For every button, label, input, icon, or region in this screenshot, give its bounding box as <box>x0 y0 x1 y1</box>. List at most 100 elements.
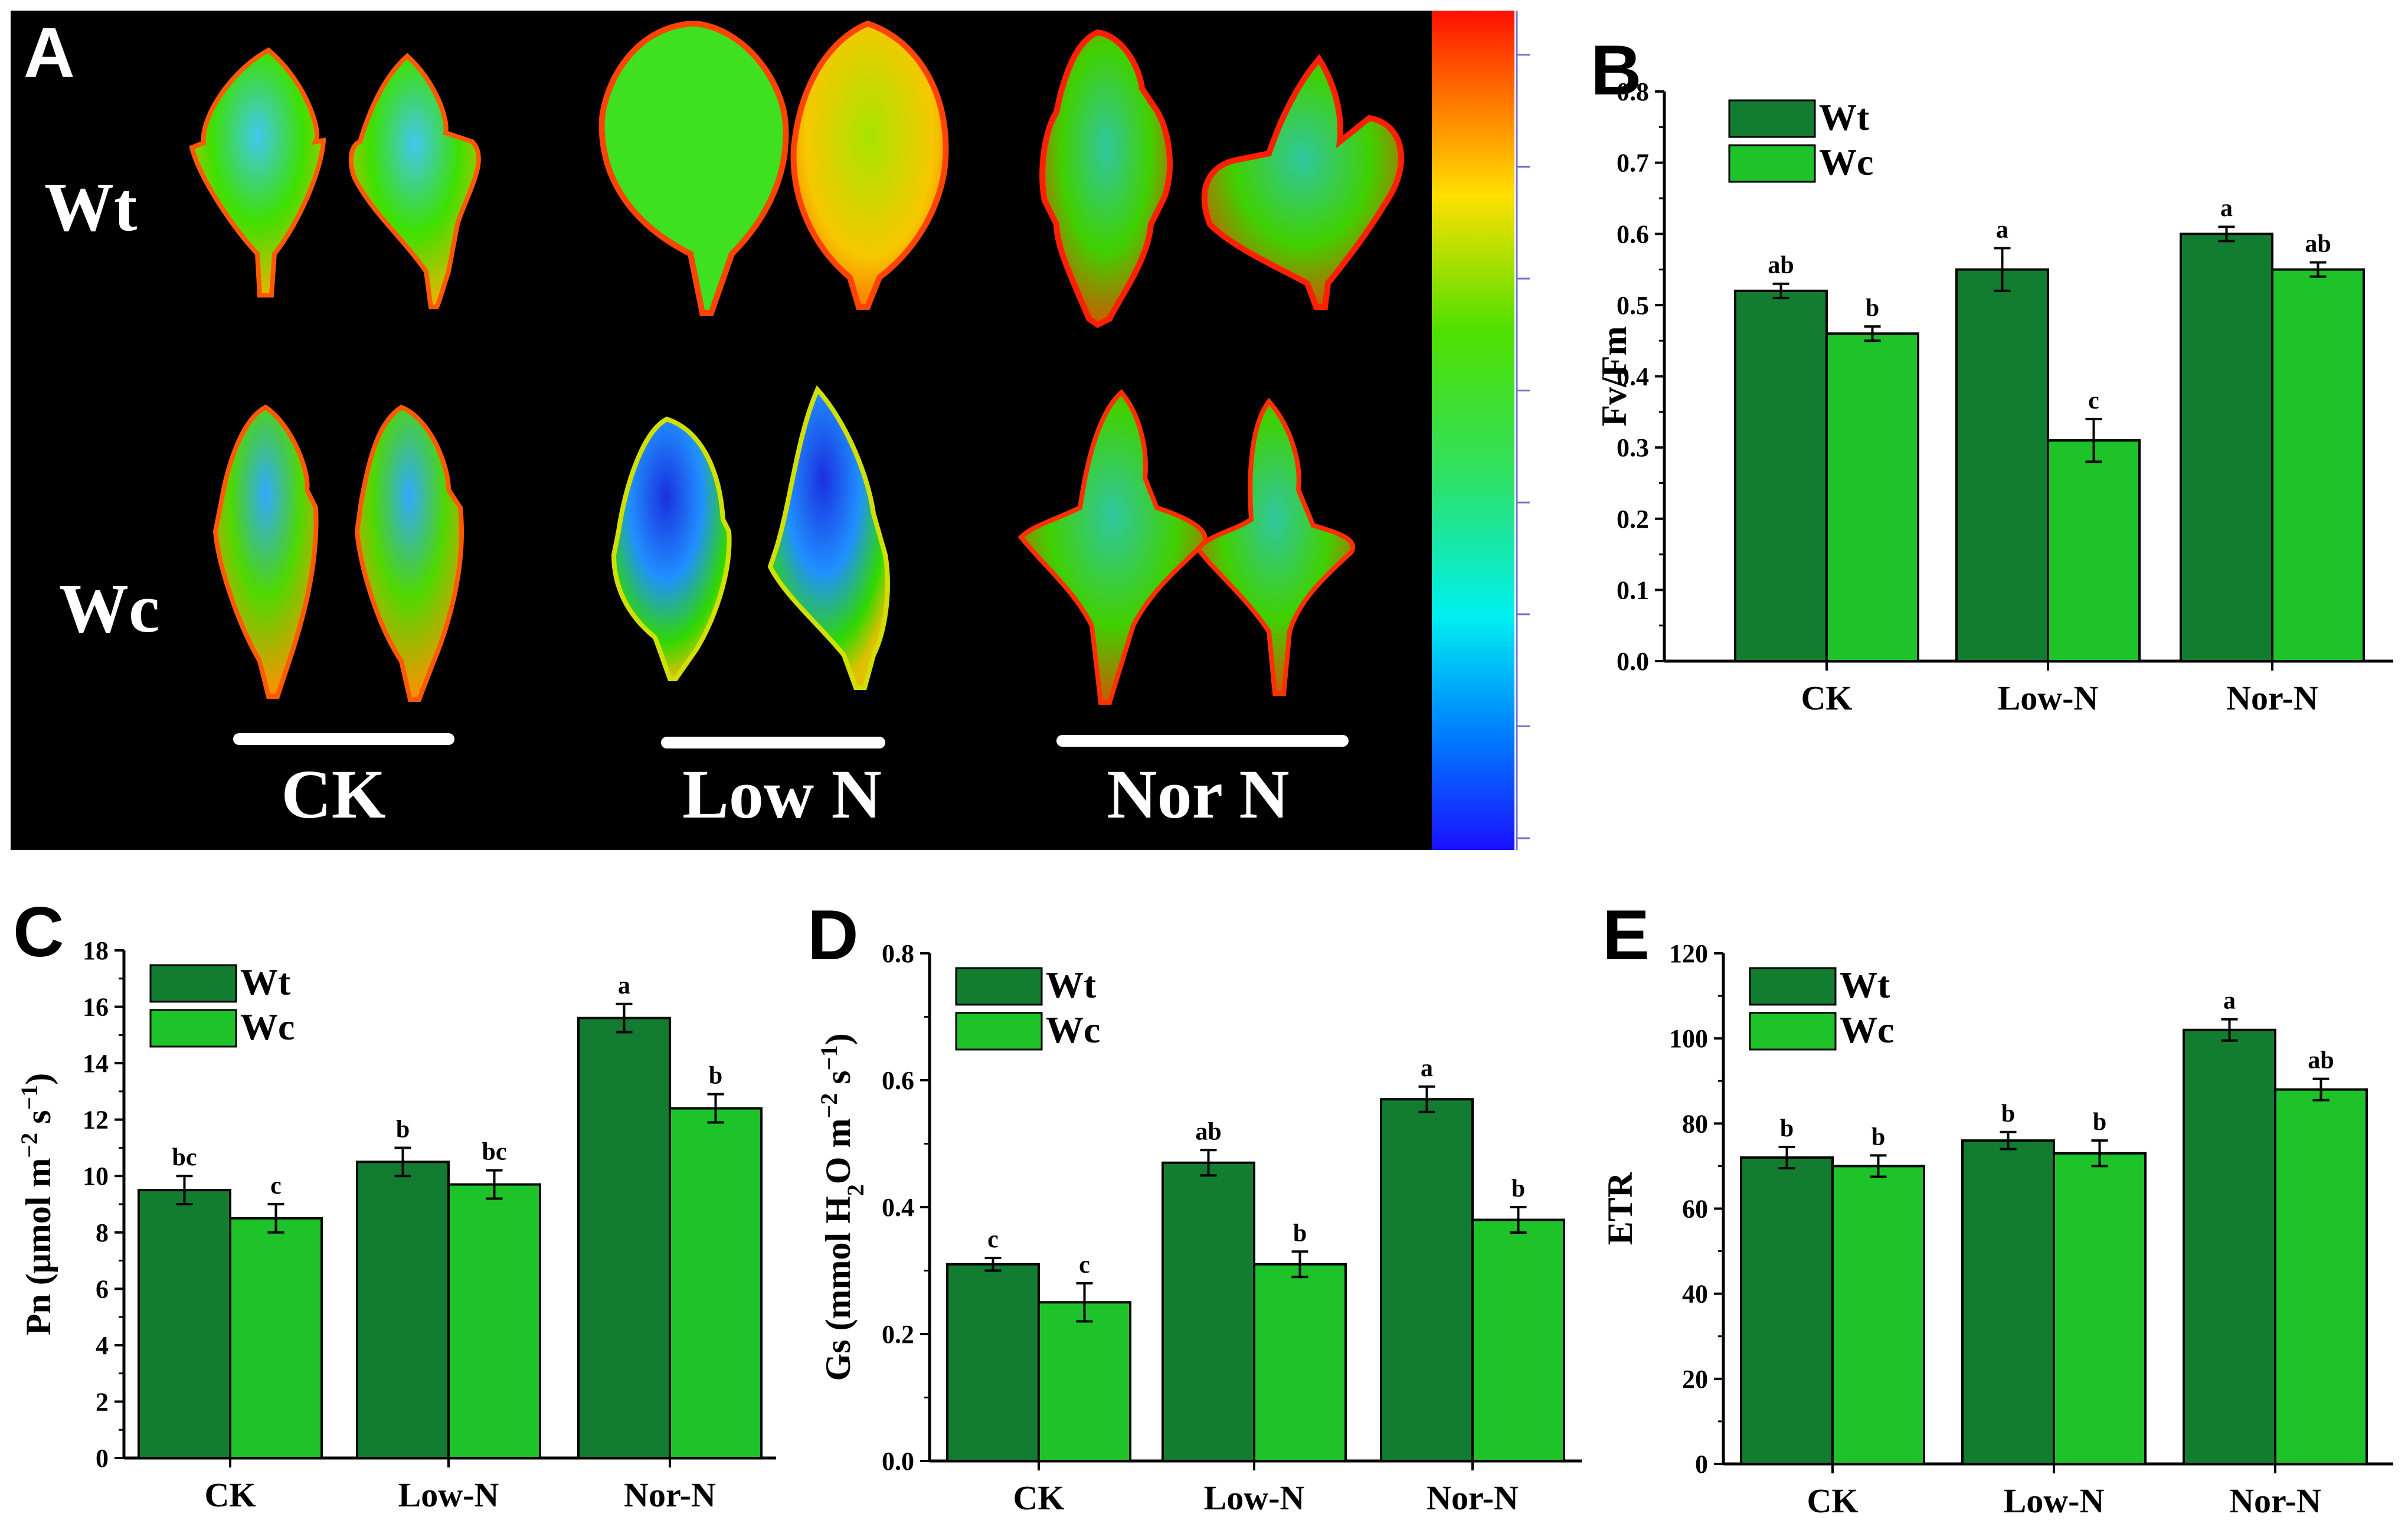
bar-wc-low-n <box>2047 439 2141 662</box>
panel-letter: B <box>1591 31 1642 110</box>
y-tick-label: 100 <box>1669 1024 1708 1053</box>
bar-wt-ck <box>138 1189 231 1459</box>
y-tick-label: 10 <box>83 1162 109 1191</box>
legend-label: Wt <box>240 961 291 1003</box>
significance-letter: ab <box>1195 1118 1221 1145</box>
bar-wc-ck <box>1038 1301 1131 1462</box>
legend-label: Wc <box>1840 1009 1894 1051</box>
bar-wc-nor-n <box>669 1107 763 1459</box>
y-tick-label: 0.1 <box>1617 576 1649 604</box>
panel-e-chart: E 0 20 40 60 80 100 120 ETR b b CK b b Low-N a ab Nor-N Wt… <box>1601 895 2393 1520</box>
panel-b-chart: B 0.0 0.1 0.2 0.3 0.4 0.5 0.6 0.7 0.8 Fv/Fm ab b CK a c… <box>1591 31 2393 717</box>
significance-letter: ab <box>2305 231 2331 258</box>
legend-swatch <box>149 1009 237 1048</box>
y-tick-label: 0 <box>96 1444 109 1473</box>
bar-wt-low-n <box>1955 268 2049 662</box>
significance-letter: b <box>396 1116 410 1143</box>
y-tick-label: 6 <box>96 1274 109 1303</box>
leaf-wt-ck-2 <box>348 53 481 309</box>
significance-letter: b <box>1780 1115 1794 1142</box>
y-tick-label: 2 <box>96 1387 109 1416</box>
bar-wc-nor-n <box>2274 1088 2368 1465</box>
legend-label: Wt <box>1046 964 1097 1006</box>
colorbar-tick-label: 0.7 <box>1552 148 1595 186</box>
bar-wt-nor-n <box>1380 1098 1474 1462</box>
legend-label: Wt <box>1840 964 1890 1006</box>
x-tick-label: Nor-N <box>2229 1482 2321 1520</box>
bar-wc-low-n <box>2053 1152 2147 1465</box>
x-tick-label: Nor-N <box>2226 679 2318 717</box>
bar-wt-low-n <box>1162 1161 1255 1462</box>
colorbar-tick-label: 0.6 <box>1552 260 1595 298</box>
leaf-wt-low-2 <box>790 20 949 310</box>
legend-label: Wt <box>1819 96 1870 138</box>
x-tick-label: Nor-N <box>1427 1479 1519 1517</box>
leaf-wc-ck-1 <box>212 404 319 699</box>
y-axis-label: Fv/Fm <box>1595 326 1634 427</box>
significance-letter: a <box>2220 195 2233 222</box>
y-tick-label: 0.3 <box>1617 433 1649 462</box>
x-tick-label: CK <box>1807 1482 1859 1520</box>
significance-letter: b <box>1511 1175 1525 1202</box>
bar-wc-low-n <box>447 1183 541 1459</box>
y-tick-label: 0.4 <box>1617 362 1649 391</box>
bar-wc-nor-n <box>1471 1218 1565 1462</box>
significance-letter: b <box>2001 1100 2015 1127</box>
significance-letter: ab <box>2308 1047 2334 1074</box>
y-axis-label: Pn (μmol m−2 s−1) <box>16 1073 58 1336</box>
bar-wt-low-n <box>1961 1139 2055 1465</box>
y-tick-label: 12 <box>83 1106 109 1135</box>
y-tick-label: 60 <box>1682 1195 1708 1224</box>
y-tick-label: 0.7 <box>1617 149 1649 178</box>
bar-wt-ck <box>946 1263 1040 1462</box>
x-tick-label: Low-N <box>398 1476 499 1514</box>
y-tick-label: 0.5 <box>1617 291 1649 320</box>
x-tick-label: Low-N <box>2004 1482 2105 1520</box>
legend-swatch <box>1749 967 1837 1006</box>
panel-letter: E <box>1602 895 1650 975</box>
legend-label: Wc <box>1819 141 1873 183</box>
row-label-wt: Wt <box>44 168 137 246</box>
y-axis-label: ETR <box>1601 1172 1640 1245</box>
y-tick-label: 14 <box>83 1049 109 1078</box>
panel-letter: C <box>13 893 64 972</box>
colorbar-tick-label: 0.4 <box>1552 483 1595 522</box>
leaf-wc-ck-2 <box>354 404 464 702</box>
bar-wt-nor-n <box>2183 1028 2276 1465</box>
significance-letter: b <box>1866 295 1879 322</box>
legend-swatch <box>1749 1012 1837 1051</box>
colorbar-ticks: 0.8 0.7 0.6 0.5 0.4 0.3 0.2 0.1 <box>1517 36 1594 858</box>
x-tick-label: CK <box>1013 1479 1065 1517</box>
bar-wc-ck <box>1825 332 1919 662</box>
leaf-wt-nor-1 <box>1039 29 1173 328</box>
significance-letter: ab <box>1768 252 1794 279</box>
leaf-wc-nor-2 <box>1195 397 1356 696</box>
leaf-wc-nor-1 <box>1017 389 1208 705</box>
significance-letter: b <box>1293 1220 1307 1247</box>
panel-d-chart: D 0.0 0.2 0.4 0.6 0.8 Gs (mmol H2O m−2 s−1) c c C… <box>807 895 1582 1517</box>
significance-letter: c <box>270 1172 282 1199</box>
legend-swatch <box>1728 99 1816 138</box>
significance-letter: a <box>1996 216 2008 243</box>
significance-letter: b <box>709 1063 722 1090</box>
y-tick-label: 8 <box>96 1218 109 1247</box>
y-tick-label: 0.6 <box>882 1066 914 1095</box>
x-tick-label: Nor-N <box>624 1476 716 1514</box>
bar-wt-low-n <box>356 1161 450 1460</box>
legend-label: Wc <box>1046 1009 1100 1051</box>
group-label-nor-n: Nor N <box>1107 756 1289 833</box>
bar-wc-ck <box>1831 1165 1925 1465</box>
y-tick-label: 20 <box>1682 1365 1708 1394</box>
significance-letter: a <box>2223 988 2236 1015</box>
panel-letter: D <box>807 895 859 975</box>
significance-letter: bc <box>482 1139 507 1166</box>
legend-swatch <box>955 967 1043 1006</box>
y-tick-label: 0.2 <box>1617 505 1649 534</box>
bar-wt-nor-n <box>2180 233 2273 662</box>
y-tick-label: 4 <box>96 1331 109 1360</box>
leaf-wc-low-1 <box>611 416 732 681</box>
significance-letter: a <box>1421 1055 1433 1082</box>
panel-a: A Wt Wc CK Low N Nor N 0.80.70.60.50.40.… <box>11 11 1594 858</box>
significance-letter: b <box>2093 1109 2106 1136</box>
